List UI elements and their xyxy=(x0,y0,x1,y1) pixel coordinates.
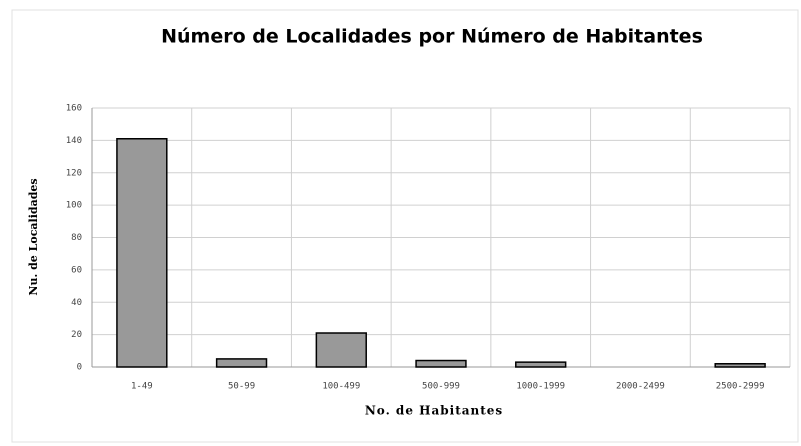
x-tick-label: 1-49 xyxy=(131,382,153,392)
y-tick-label: 140 xyxy=(66,136,82,146)
x-tick-label: 500-999 xyxy=(422,382,460,392)
x-tick-label: 2500-2999 xyxy=(716,382,765,392)
bar xyxy=(515,361,567,368)
x-tick-label: 1000-1999 xyxy=(516,382,565,392)
y-tick-label: 20 xyxy=(71,330,82,340)
chart-title: Número de Localidades por Número de Habi… xyxy=(161,26,703,48)
x-tick-label: 100-499 xyxy=(322,382,360,392)
bar xyxy=(714,363,766,368)
y-tick-label: 100 xyxy=(66,201,82,211)
x-tick-label: 2000-2499 xyxy=(616,382,665,392)
y-tick-label: 80 xyxy=(71,233,82,243)
x-tick-label: 50-99 xyxy=(228,382,255,392)
y-tick-label: 160 xyxy=(66,104,82,114)
y-tick-label: 60 xyxy=(71,265,82,275)
bar xyxy=(415,359,467,368)
y-tick-label: 120 xyxy=(66,168,82,178)
x-axis-label: No. de Habitantes xyxy=(365,404,503,418)
bar xyxy=(116,138,168,368)
bar xyxy=(315,332,367,368)
y-tick-label: 0 xyxy=(77,363,82,373)
y-axis-label: Nu. de Localidades xyxy=(27,178,40,295)
y-tick-label: 40 xyxy=(71,298,82,308)
bar xyxy=(215,358,268,368)
